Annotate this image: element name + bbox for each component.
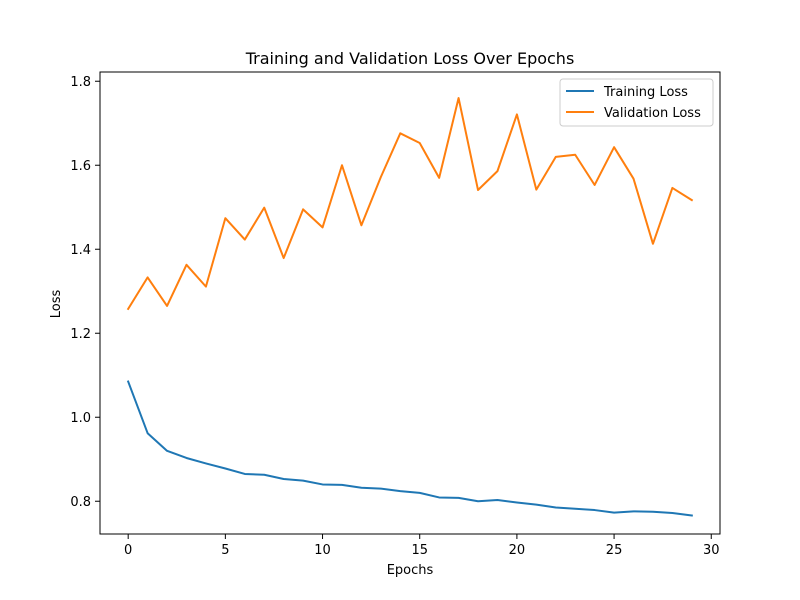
x-tick-label: 10 xyxy=(314,543,331,558)
legend-label-training-loss: Training Loss xyxy=(603,85,688,100)
y-axis-label: Loss xyxy=(49,290,64,319)
y-tick-label: 1.2 xyxy=(70,327,91,342)
series-line-validation-loss xyxy=(126,97,694,311)
series-line-training-loss xyxy=(126,380,693,517)
chart-title: Training and Validation Loss Over Epochs xyxy=(245,49,575,68)
x-tick-label: 25 xyxy=(606,543,623,558)
x-tick-label: 30 xyxy=(703,543,720,558)
y-tick-label: 1.6 xyxy=(70,159,91,174)
x-tick-label: 20 xyxy=(509,543,526,558)
y-tick-label: 1.8 xyxy=(70,75,91,90)
legend-box xyxy=(559,78,714,127)
x-tick-label: 5 xyxy=(221,543,229,558)
y-tick-label: 1.4 xyxy=(70,243,91,258)
x-axis-label: Epochs xyxy=(387,563,434,578)
x-tick-label: 15 xyxy=(411,543,428,558)
x-tick-label: 0 xyxy=(124,543,132,558)
y-tick-label: 1.0 xyxy=(70,411,91,426)
plot-area: 0 5 10 15 20 25 30 0.8 1.0 1.2 1.4 1.6 1.8 xyxy=(70,71,721,558)
legend-label-validation-loss: Validation Loss xyxy=(604,106,701,121)
y-tick-label: 0.8 xyxy=(70,495,91,510)
legend: Training Loss Validation Loss xyxy=(559,78,714,127)
axes-frame xyxy=(99,71,721,535)
